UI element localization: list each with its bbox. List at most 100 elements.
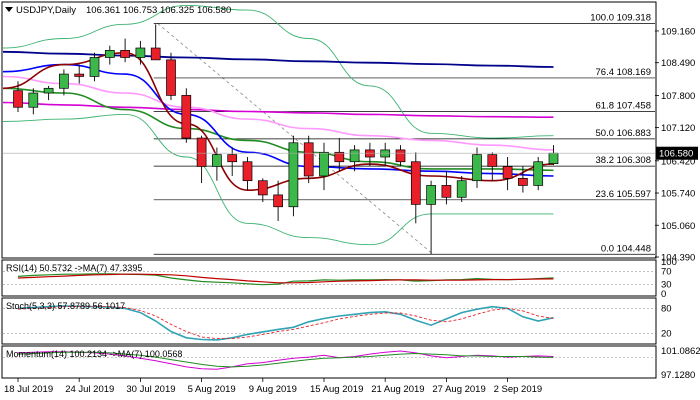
candle[interactable]	[181, 88, 192, 143]
candle-body-bull	[28, 92, 39, 108]
candle[interactable]	[426, 180, 436, 255]
rsi-panel-frame	[1, 259, 657, 297]
fib-level-label: 23.6 105.597	[596, 189, 651, 200]
candle-body-bull	[349, 149, 360, 163]
chart-header: USDJPY,Daily 106.361 106.753 106.325 106…	[5, 5, 231, 16]
sub-panels-layer	[3, 271, 655, 370]
candle[interactable]	[59, 69, 69, 96]
fib-level-label: 61.8 107.458	[596, 101, 651, 112]
candle[interactable]	[472, 147, 482, 188]
candle-body-bear	[273, 194, 283, 208]
stoch-k-line	[17, 305, 554, 341]
candle-body-bear	[303, 142, 314, 177]
candle-body-bull	[43, 87, 54, 94]
candle[interactable]	[227, 147, 238, 176]
fib-level-label: 38.2 106.308	[596, 155, 651, 166]
candle-body-bear	[502, 166, 513, 179]
candle-body-bull	[456, 180, 467, 198]
rsi-tick-label: 100	[661, 257, 677, 268]
chart-ohlc: 106.361 106.753 106.325 106.580	[86, 5, 231, 16]
main-panel-frame	[1, 1, 657, 259]
candle[interactable]	[13, 81, 23, 112]
candle[interactable]	[502, 157, 513, 191]
candle[interactable]	[242, 157, 253, 191]
candle-body-bull	[472, 154, 482, 182]
x-tick-label: 27 Aug 2019	[432, 384, 485, 395]
price-tick-label: 104.390	[661, 253, 695, 264]
x-tick-label: 2 Sep 2019	[494, 384, 543, 395]
stoch-tick-label: 20	[661, 329, 672, 340]
candle[interactable]	[395, 145, 406, 167]
candle-body-bear	[196, 137, 207, 167]
candle[interactable]	[518, 166, 528, 193]
candle[interactable]	[104, 45, 115, 65]
x-tick-label: 24 Jul 2019	[65, 384, 114, 395]
price-tick-label: 108.490	[661, 58, 695, 69]
candle[interactable]	[135, 40, 146, 65]
candle[interactable]	[487, 152, 498, 181]
candle[interactable]	[303, 135, 314, 184]
candle-body-bear	[410, 161, 421, 205]
candle[interactable]	[196, 135, 207, 184]
stoch-label: Stoch(5,3,3) 57.8789 56.1017	[6, 301, 125, 311]
candle[interactable]	[288, 135, 299, 217]
candle[interactable]	[456, 175, 467, 203]
candle-body-bull	[426, 185, 436, 205]
candle[interactable]	[150, 24, 161, 61]
candle-body-bear	[227, 154, 238, 163]
candle[interactable]	[120, 38, 130, 63]
candle[interactable]	[410, 152, 421, 224]
price-tick-label: 107.800	[661, 91, 695, 102]
candle-body-bear	[441, 185, 452, 198]
candle-body-bull	[59, 73, 69, 89]
symbol-arrow-icon	[5, 7, 13, 12]
x-tick-label: 21 Aug 2019	[371, 384, 424, 395]
rsi-tick-label: 0	[661, 289, 666, 300]
price-tick-label: 105.060	[661, 221, 695, 232]
candle[interactable]	[441, 171, 452, 205]
fib-level-label: 50.0 106.883	[596, 128, 651, 139]
candle-body-bear	[334, 151, 345, 163]
stoch-d-line	[17, 305, 554, 340]
rsi-tick-label: 70	[661, 267, 672, 278]
candle-body-bear	[181, 95, 192, 139]
candle[interactable]	[533, 157, 544, 191]
candle[interactable]	[319, 142, 329, 191]
rsi-tick-label: 30	[661, 279, 672, 290]
rsi-label: RSI(14) 50.5732 ->MA(7) 47.3395	[6, 263, 142, 273]
momentum-tick-label: 101.0862	[661, 346, 700, 357]
chart-title: USDJPY,Daily	[16, 5, 76, 16]
candle-body-bull	[135, 47, 146, 58]
candle[interactable]	[74, 64, 85, 84]
candle[interactable]	[334, 138, 345, 172]
main-plot-area[interactable]: 100.0 109.318 76.4 108.169 61.8 107.458 50.…	[3, 4, 655, 255]
candle[interactable]	[257, 178, 268, 203]
candle-body-bear	[120, 50, 130, 58]
x-tick-label: 30 Jul 2019	[126, 384, 175, 395]
bollinger-upper-line	[3, 4, 554, 139]
fib-level-label: 76.4 108.169	[596, 67, 651, 78]
candle[interactable]	[166, 52, 176, 101]
candle[interactable]	[89, 52, 100, 82]
price-tick-label: 107.120	[661, 123, 695, 134]
candle[interactable]	[349, 145, 360, 172]
candle-body-bull	[548, 152, 559, 164]
candle[interactable]	[273, 180, 283, 221]
candle[interactable]	[43, 85, 54, 101]
candle-body-bear	[257, 180, 268, 196]
candle-body-bear	[13, 90, 23, 108]
candle[interactable]	[28, 88, 39, 115]
candle-body-bear	[242, 161, 253, 182]
momentum-panel-frame	[1, 345, 657, 379]
x-tick-label: 5 Aug 2019	[188, 384, 236, 395]
candle-body-bear	[518, 177, 528, 186]
momentum-ma-line	[17, 351, 554, 368]
moving-average-line	[3, 101, 554, 118]
candle-body-bull	[212, 154, 222, 167]
rsi-ma-line	[17, 273, 554, 284]
stoch-tick-label: 80	[661, 303, 672, 314]
fib-level-label: 0.0 104.448	[601, 243, 651, 254]
x-tick-label: 9 Aug 2019	[249, 384, 297, 395]
price-tick-label: 105.740	[661, 189, 695, 200]
